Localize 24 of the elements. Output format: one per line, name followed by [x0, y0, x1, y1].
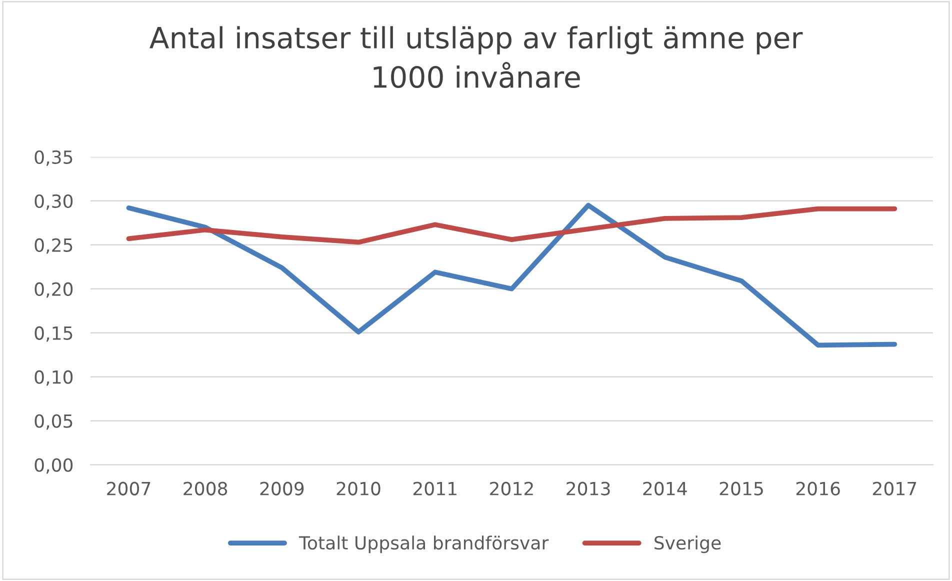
x-tick-label: 2012 [490, 482, 533, 496]
line-series [126, 206, 898, 245]
x-tick-label: 2014 [643, 482, 687, 496]
x-tick-label: 2013 [566, 482, 610, 496]
y-tick-label: 0,15 [34, 326, 72, 342]
x-tick-label: 2016 [796, 482, 840, 496]
y-tick-label: 0,05 [34, 414, 72, 430]
x-tick-label: 2011 [413, 482, 456, 496]
y-tick-label: 0,25 [34, 238, 72, 254]
y-tick-label: 0,20 [34, 282, 73, 298]
line-series [126, 202, 898, 348]
y-tick-label: 0,35 [34, 150, 72, 166]
y-tick-label: 0,10 [34, 370, 73, 386]
x-tick-label: 2009 [260, 482, 304, 496]
legend-label: Totalt Uppsala brandförsvar [298, 536, 549, 554]
y-tick-label: 0,30 [34, 194, 73, 210]
chart-title: Antal insatser till utsläpp av farligt ämne per 1000 invånare [150, 26, 803, 88]
legend-label: Sverige [654, 536, 721, 554]
y-tick-label: 0,00 [34, 458, 73, 474]
x-tick-label: 2008 [184, 482, 228, 496]
x-tick-label: 2010 [336, 482, 380, 496]
x-tick-label: 2017 [873, 482, 916, 496]
x-tick-label: 2015 [720, 482, 763, 496]
x-tick-label: 2007 [107, 482, 150, 496]
